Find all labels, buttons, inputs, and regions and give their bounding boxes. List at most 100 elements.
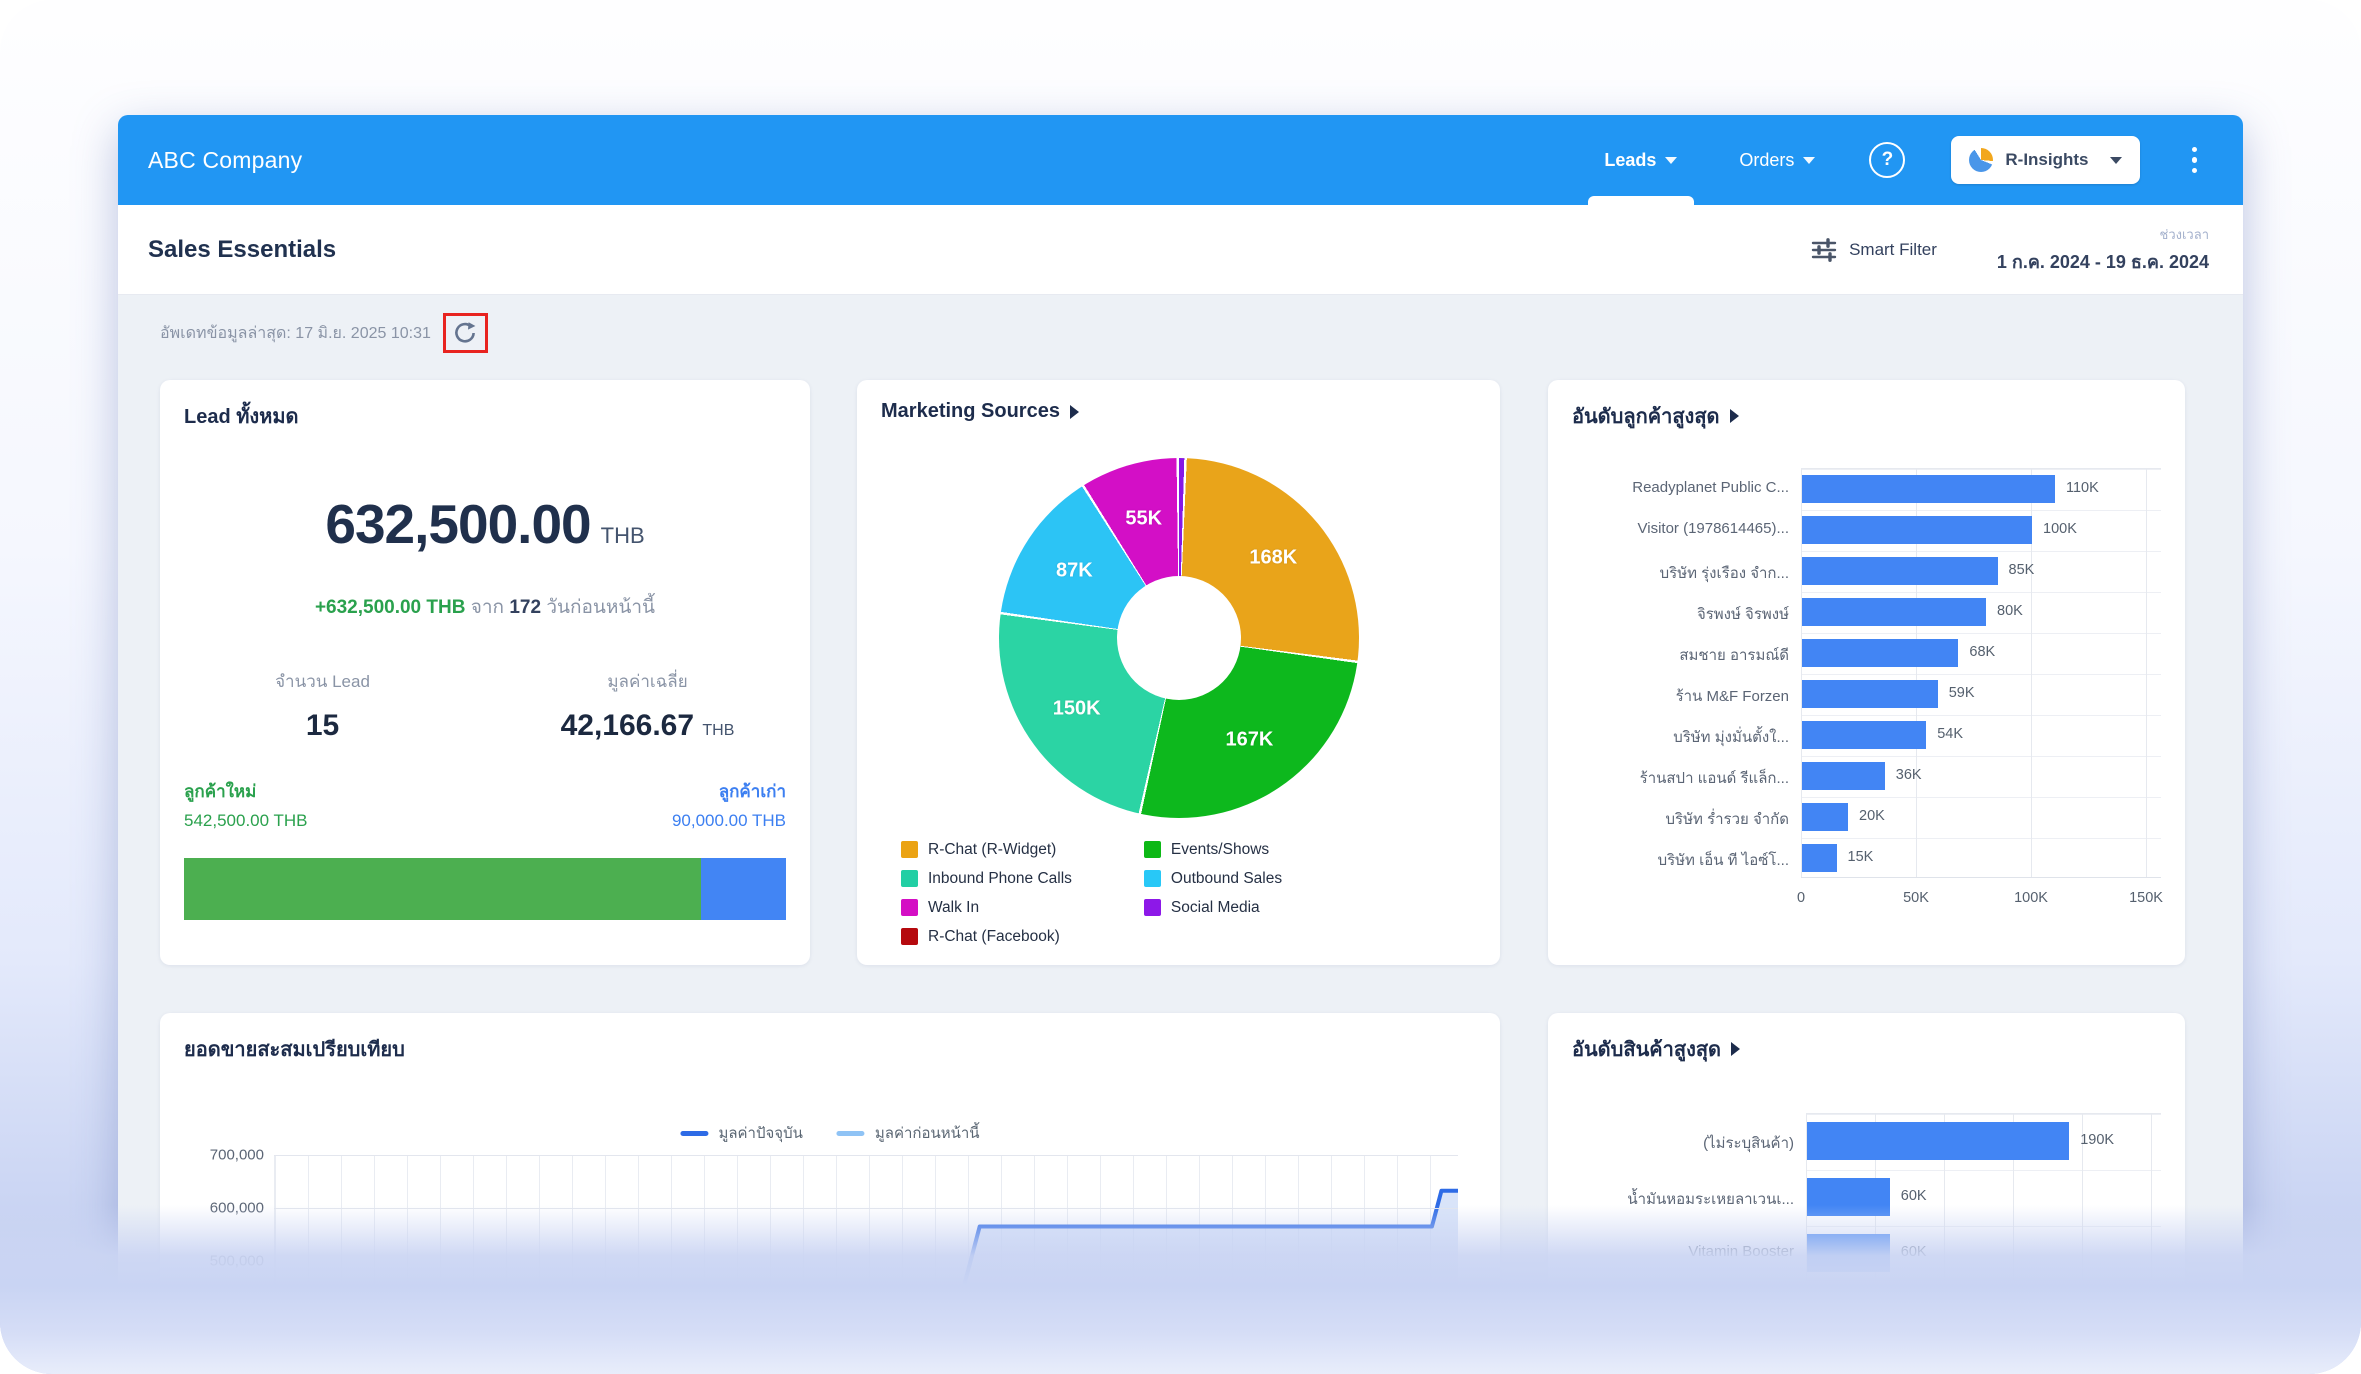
line-legend-swatch: [680, 1130, 709, 1136]
chevron-down-icon: [1803, 156, 1816, 164]
bar-category-label: น้ำมันหอมระเหยลาเวนเ...: [1627, 1191, 1794, 1208]
bar-category-label: Readyplanet Public C...: [1632, 478, 1789, 496]
bar: [1802, 638, 1959, 667]
donut-slice-label: 150K: [1052, 697, 1101, 720]
bar-row: สมชาย อารมณ์ดี 68K: [1564, 632, 2169, 673]
gridline: [1801, 469, 1802, 877]
legend-swatch: [901, 841, 918, 858]
bar: [1802, 556, 1998, 585]
bar-value-label: 59K: [1948, 684, 1975, 701]
legend-item[interactable]: R-Chat (R-Widget): [901, 835, 1072, 864]
brand-title: ABC Company: [148, 146, 303, 173]
legend-item[interactable]: Inbound Phone Calls: [901, 864, 1072, 893]
bar: [1802, 515, 2032, 544]
bar: [1802, 720, 1927, 749]
drilldown-arrow-icon: [1729, 409, 1739, 423]
bar-row: ร้านสปา แอนด์ รีแล็ก... 36K: [1564, 755, 2169, 796]
bar-category-label: สมชาย อารมณ์ดี: [1679, 646, 1789, 664]
bar: [1807, 1178, 1890, 1216]
gridline: [2013, 1114, 2014, 1280]
legend-swatch: [1143, 841, 1161, 858]
line-legend-item[interactable]: มูลค่าก่อนหน้านี้: [836, 1121, 980, 1145]
donut-slice-label: 167K: [1225, 728, 1274, 751]
drilldown-arrow-icon: [1731, 1042, 1741, 1056]
sliders-icon: [1811, 237, 1837, 262]
last-updated-text: อัพเดทข้อมูลล่าสุด: 17 มิ.ย. 2025 10:31: [160, 324, 431, 342]
top-products-card: อันดับสินค้าสูงสุด (ไม่ระบุสินค้า) 190K น้…: [1548, 1013, 2185, 1374]
legend-item[interactable]: Walk In: [901, 893, 1072, 922]
bar: [1802, 597, 1986, 626]
marketing-donut-chart: 168K 167K 150K 87K 55K: [998, 458, 1359, 818]
top-navbar: ABC Company Leads Orders ? R-Insights: [118, 115, 2243, 205]
bar-row: ร้าน M&F Forzen 59K: [1564, 673, 2169, 714]
lead-card-title: Lead ทั้งหมด: [184, 406, 299, 428]
bar-row: Visitor (1978614465)... 100K: [1564, 509, 2169, 550]
bar-category-label: ร้านสปา แอนด์ รีแล็ก...: [1639, 769, 1789, 787]
lead-delta-row: +632,500.00 THB จาก 172 วันก่อนหน้านี้: [314, 597, 656, 618]
gridline: [1916, 469, 1917, 877]
bar-category-label: ร้าน M&F Forzen: [1675, 687, 1789, 705]
legend-label: Events/Shows: [1170, 840, 1270, 858]
legend-swatch: [1143, 870, 1161, 887]
returning-customer-block: ลูกค้าเก่า 90,000.00 THB: [671, 782, 786, 830]
refresh-icon: [455, 322, 476, 343]
top-products-bar-chart: (ไม่ระบุสินค้า) 190K น้ำมันหอมระเหยลาเวนเ.…: [1564, 1113, 2169, 1321]
marketing-sources-card: Marketing Sources 168K 167K 150K 87K 55K R-C…: [857, 380, 1500, 965]
bar-row: บริษัท ร่ำรวย จำกัด 20K: [1564, 796, 2169, 837]
y-tick-label: 700,000: [209, 1146, 264, 1164]
donut-slice-label: 55K: [1125, 507, 1163, 530]
legend-label: Inbound Phone Calls: [928, 869, 1072, 887]
bar-value-label: 15K: [1847, 848, 1874, 865]
legend-item[interactable]: Outbound Sales: [1143, 864, 1282, 893]
returning-customer-segment: [700, 858, 786, 920]
gridline: [2146, 469, 2147, 877]
date-range-picker[interactable]: ช่วงเวลา 1 ก.ค. 2024 - 19 ธ.ค. 2024: [1997, 224, 2209, 276]
last-updated-row: อัพเดทข้อมูลล่าสุด: 17 มิ.ย. 2025 10:31: [160, 313, 488, 353]
bar-row: Vitamin Booster 60K: [1564, 1225, 2169, 1281]
legend-label: Walk In: [928, 898, 980, 916]
legend-item[interactable]: R-Chat (Facebook): [901, 922, 1072, 951]
sales-comparison-title: ยอดขายสะสมเปรียบเทียบ: [184, 1039, 405, 1061]
lead-count-block: จำนวน Lead 15: [275, 672, 370, 742]
legend-swatch: [1143, 899, 1161, 916]
pie-chart-icon: [1969, 148, 1994, 172]
bar-value-label: 60K: [1900, 1188, 1927, 1204]
marketing-sources-title-link[interactable]: Marketing Sources: [881, 400, 1079, 423]
smart-filter-button[interactable]: Smart Filter: [1811, 237, 1937, 262]
gridline: [2082, 1114, 2083, 1280]
line-legend-item[interactable]: มูลค่าปัจจุบัน: [680, 1121, 803, 1145]
bar-row: บริษัท รุ่งเรือง จำก... 85K: [1564, 550, 2169, 591]
refresh-button-annotation-highlight[interactable]: [442, 313, 488, 353]
legend-label: R-Chat (R-Widget): [928, 840, 1057, 858]
legend-swatch: [901, 928, 918, 945]
legend-swatch: [901, 899, 918, 916]
bar-category-label: (ไม่ระบุสินค้า): [1703, 1135, 1794, 1152]
bar-value-label: 110K: [2066, 479, 2099, 496]
bar-row: Readyplanet Public C... 110K: [1564, 468, 2169, 509]
top-products-title-link[interactable]: อันดับสินค้าสูงสุด: [1572, 1033, 1741, 1065]
bar: [1802, 679, 1938, 708]
bar-row: น้ำมันหอมระเหยลาเวนเ... 60K: [1564, 1169, 2169, 1225]
chevron-down-icon: [2109, 156, 2122, 164]
bar-row: (ไม่ระบุสินค้า) 190K: [1564, 1113, 2169, 1169]
legend-item[interactable]: Events/Shows: [1143, 835, 1282, 864]
nav-orders[interactable]: Orders: [1731, 115, 1823, 205]
legend-item[interactable]: Social Media: [1143, 893, 1282, 922]
bar-category-label: Visitor (1978614465)...: [1637, 519, 1790, 537]
bar-row: บริษัท เอ็น ที ไอซ์โ... 15K: [1564, 837, 2169, 878]
bar: [1807, 1122, 2070, 1160]
nav-leads[interactable]: Leads: [1587, 115, 1694, 205]
kebab-menu-icon[interactable]: [2186, 141, 2204, 180]
help-icon[interactable]: ?: [1869, 142, 1906, 178]
drilldown-arrow-icon: [1069, 404, 1079, 419]
gridline: [1806, 1114, 1807, 1280]
bar-row: บริษัท มุ่งมั่นตั้งใ... 54K: [1564, 714, 2169, 755]
bar-value-label: 80K: [1997, 602, 2023, 619]
r-insights-menu[interactable]: R-Insights: [1951, 136, 2140, 184]
top-customers-title-link[interactable]: อันดับลูกค้าสูงสุด: [1572, 400, 1739, 432]
new-customer-segment: [184, 858, 701, 920]
bar-category-label: บริษัท มุ่งมั่นตั้งใ...: [1673, 728, 1789, 746]
bar-category-label: Vitamin Booster: [1688, 1243, 1794, 1260]
date-range-caption: ช่วงเวลา: [2159, 226, 2209, 242]
